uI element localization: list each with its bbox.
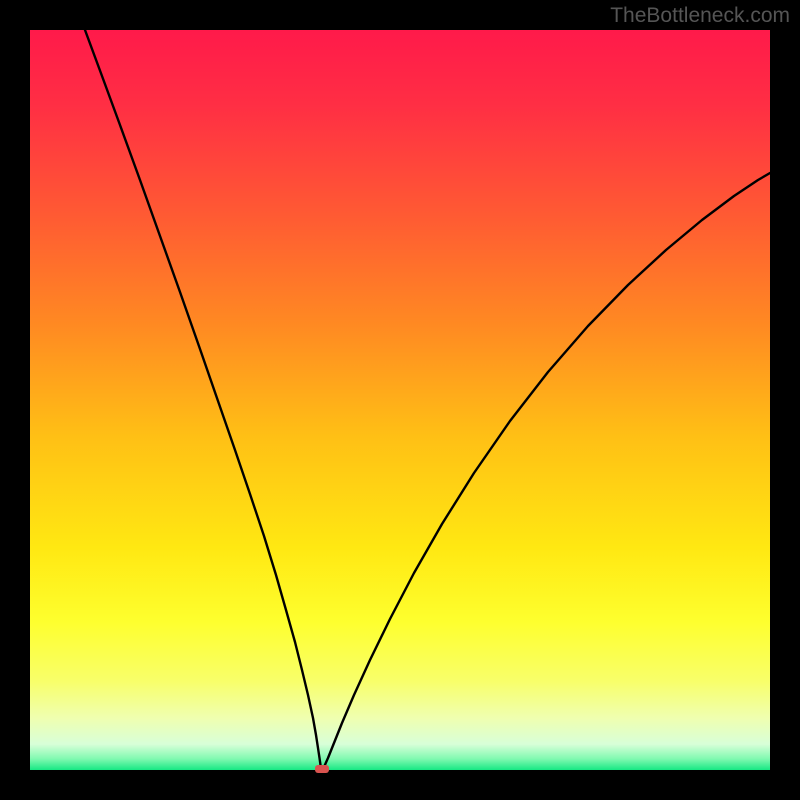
plot-area xyxy=(30,30,770,770)
chart-container: TheBottleneck.com xyxy=(0,0,800,800)
watermark-text: TheBottleneck.com xyxy=(610,4,790,28)
optimum-marker xyxy=(315,765,329,773)
gradient-background xyxy=(30,30,770,770)
